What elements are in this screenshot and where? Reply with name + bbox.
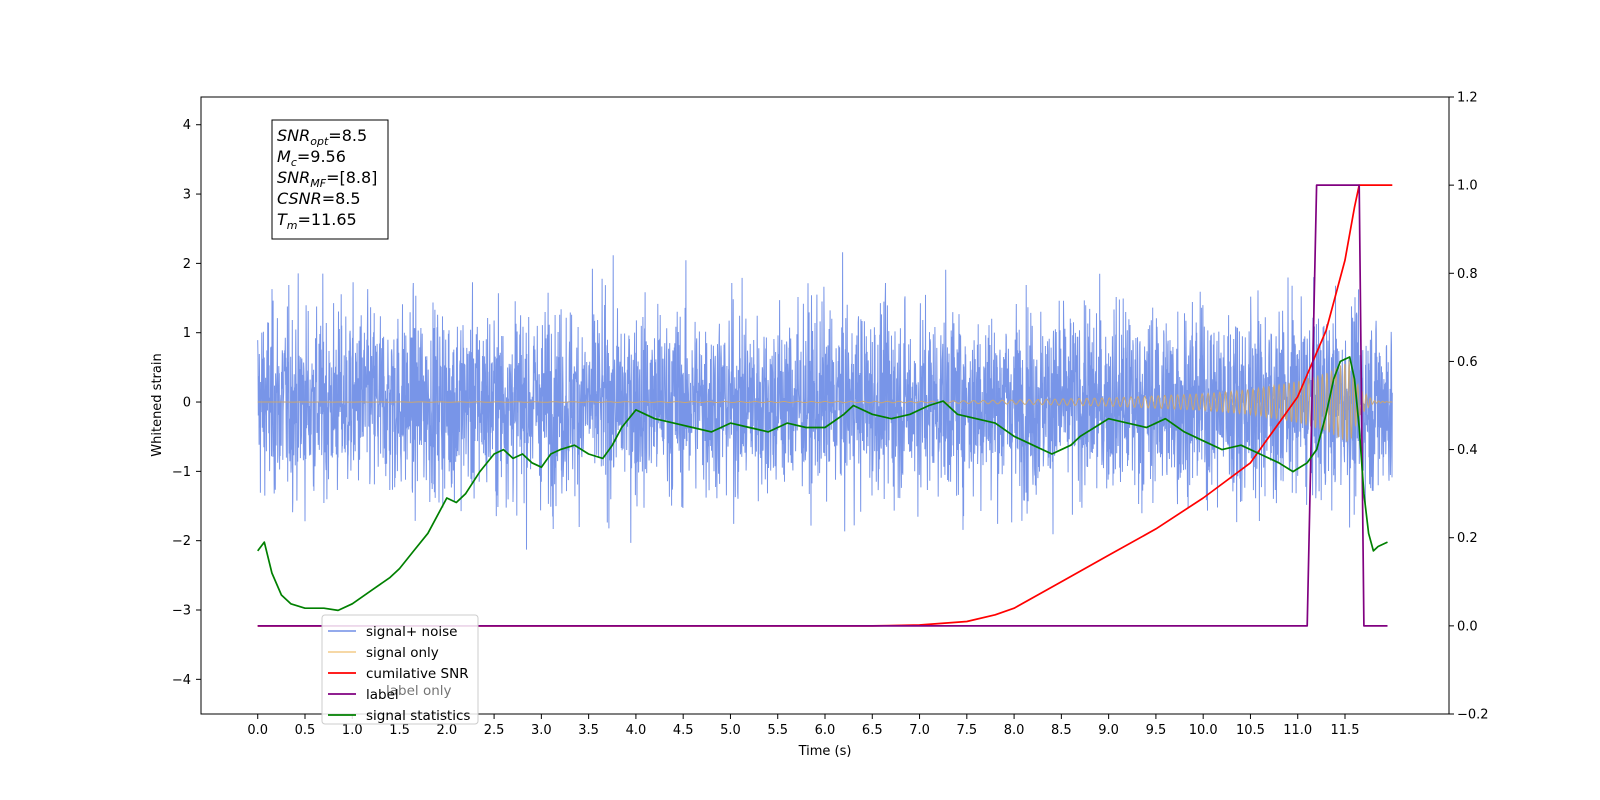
x-tick-label: 10.5 bbox=[1236, 723, 1265, 738]
x-tick-label: 6.5 bbox=[862, 723, 883, 738]
x-tick-label: 0.5 bbox=[295, 723, 316, 738]
y-axis-right: −0.2 0.0 0.2 0.4 0.6 0.8 1.0 1.2 bbox=[1449, 91, 1489, 723]
x-tick-label: 0.0 bbox=[247, 723, 268, 738]
y-left-tick-label: 2 bbox=[183, 257, 191, 272]
x-tick-label: 4.0 bbox=[626, 723, 647, 738]
y-left-tick-label: −3 bbox=[172, 604, 191, 619]
x-tick-label: 7.0 bbox=[909, 723, 930, 738]
signal-series bbox=[257, 360, 1393, 442]
signal-statistics-line bbox=[257, 356, 1388, 612]
annotation-line: CSNR=8.5 bbox=[277, 189, 361, 208]
legend-hidden-entry: label only bbox=[386, 683, 452, 699]
y-right-tick-label: 0.6 bbox=[1457, 355, 1478, 370]
y-left-tick-label: 1 bbox=[183, 326, 191, 341]
cumulative-snr-line bbox=[257, 184, 1393, 627]
x-tick-label: 6.0 bbox=[815, 723, 836, 738]
noise-series bbox=[257, 252, 1393, 550]
x-tick-label: 5.5 bbox=[767, 723, 788, 738]
x-tick-label: 1.5 bbox=[389, 723, 410, 738]
legend-frame bbox=[321, 614, 479, 725]
y-axis-left: −4 −3 −2 −1 0 1 2 3 4 bbox=[172, 118, 201, 688]
y-left-tick-label: −2 bbox=[172, 534, 191, 549]
y-right-tick-label: 1.0 bbox=[1457, 179, 1478, 194]
legend: label only signal+ noise signal only cumila… bbox=[321, 614, 479, 725]
x-tick-label: 11.0 bbox=[1283, 723, 1312, 738]
x-tick-label: 4.5 bbox=[673, 723, 694, 738]
y-left-tick-label: −1 bbox=[172, 465, 191, 480]
x-tick-label: 3.0 bbox=[531, 723, 552, 738]
y-left-tick-label: −4 bbox=[172, 673, 191, 688]
y-axis-left-label: Whitened strain bbox=[150, 353, 165, 456]
y-right-tick-label: 0.4 bbox=[1457, 443, 1478, 458]
cumulative-snr-series bbox=[257, 184, 1393, 627]
x-tick-label: 9.5 bbox=[1146, 723, 1167, 738]
legend-label: label bbox=[366, 687, 399, 703]
annotation-line: Mc=9.56 bbox=[277, 147, 346, 169]
y-right-tick-label: 0.0 bbox=[1457, 619, 1478, 634]
y-left-tick-label: 4 bbox=[183, 118, 191, 133]
y-right-tick-label: 0.8 bbox=[1457, 267, 1478, 282]
x-tick-label: 1.0 bbox=[342, 723, 363, 738]
legend-label: signal only bbox=[366, 645, 439, 661]
noise-line bbox=[257, 252, 1393, 550]
annotation-line: SNRMF=[8.8] bbox=[277, 168, 377, 190]
x-tick-label: 7.5 bbox=[956, 723, 977, 738]
y-left-tick-label: 0 bbox=[183, 396, 191, 411]
plot-area bbox=[257, 184, 1393, 627]
x-tick-label: 11.5 bbox=[1331, 723, 1360, 738]
y-left-tick-label: 3 bbox=[183, 188, 191, 203]
x-tick-label: 2.0 bbox=[436, 723, 457, 738]
signal-statistics-series bbox=[257, 356, 1388, 612]
x-axis: 0.0 0.5 1.0 1.5 2.0 2.5 3.0 3.5 4.0 4.5 5.0 5.5 6.0 6… bbox=[247, 714, 1359, 738]
y-right-tick-label: −0.2 bbox=[1457, 708, 1489, 723]
label-series bbox=[257, 184, 1388, 627]
legend-label: signal statistics bbox=[366, 708, 470, 724]
signal-line bbox=[257, 360, 1393, 442]
x-tick-label: 10.0 bbox=[1189, 723, 1218, 738]
x-tick-label: 3.5 bbox=[578, 723, 599, 738]
label-line bbox=[257, 184, 1388, 627]
x-tick-label: 5.0 bbox=[720, 723, 741, 738]
x-axis-label: Time (s) bbox=[798, 744, 852, 759]
x-tick-label: 8.5 bbox=[1051, 723, 1072, 738]
x-tick-label: 2.5 bbox=[484, 723, 505, 738]
x-tick-label: 9.0 bbox=[1098, 723, 1119, 738]
annotation-frame bbox=[271, 119, 389, 240]
x-tick-label: 8.0 bbox=[1004, 723, 1025, 738]
legend-label: signal+ noise bbox=[366, 624, 457, 640]
y-right-tick-label: 0.2 bbox=[1457, 531, 1478, 546]
y-right-tick-label: 1.2 bbox=[1457, 91, 1478, 106]
legend-label: cumilative SNR bbox=[366, 666, 469, 682]
annotation-line: Tm=11.65 bbox=[277, 210, 357, 232]
annotation-line: SNRopt=8.5 bbox=[277, 126, 367, 148]
